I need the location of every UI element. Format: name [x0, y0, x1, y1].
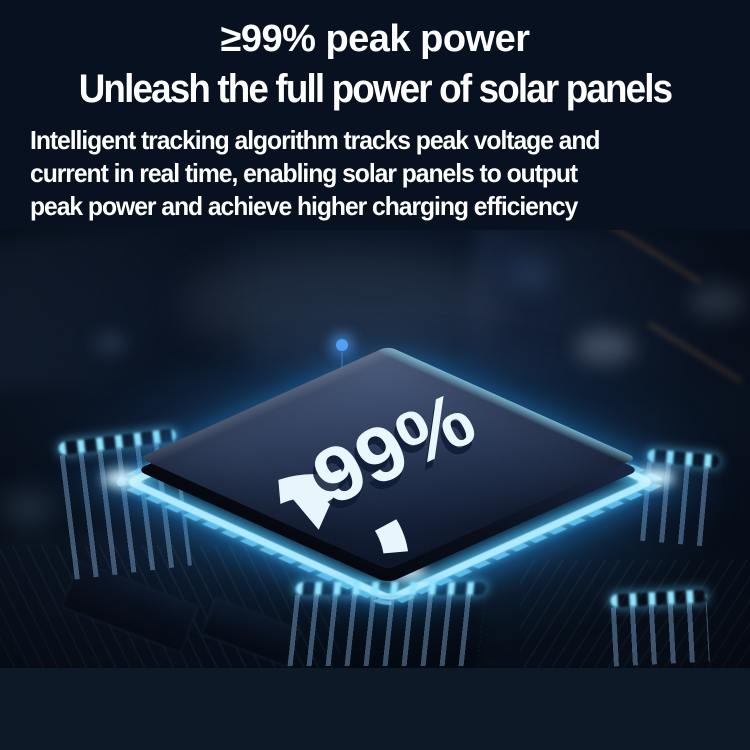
pin-cluster-right: [640, 449, 720, 547]
pin-stems: [610, 602, 710, 667]
description-line: Intelligent tracking algorithm tracks pe…: [30, 125, 601, 155]
hero-scene: 99% 99%: [0, 230, 750, 668]
description-line: peak power and achieve higher charging e…: [30, 191, 578, 221]
description-line: current in real time, enabling solar pan…: [30, 158, 578, 188]
glow-hotspot: [637, 469, 675, 486]
description: Intelligent tracking algorithm tracks pe…: [30, 124, 629, 223]
glow-hotspot: [103, 470, 141, 487]
pin-cluster-bottom-right: [610, 589, 710, 667]
glow-dot-stem: [341, 352, 343, 369]
glow-dot: [336, 339, 348, 351]
subheadline: Unleash the full power of solar panels: [78, 67, 673, 111]
pin-cluster-bottom: [287, 582, 487, 666]
tracking-rate-badge: 99% 99%: [267, 375, 488, 563]
pin-glow-tips: [295, 582, 487, 595]
progress-panel: MPPT solar controller tracking rate 99%: [0, 668, 750, 750]
light-haze: [180, 248, 500, 358]
pin-stems: [287, 595, 486, 666]
arrowhead-icon: [286, 466, 347, 530]
headline: ≥99% peak power: [220, 18, 530, 60]
